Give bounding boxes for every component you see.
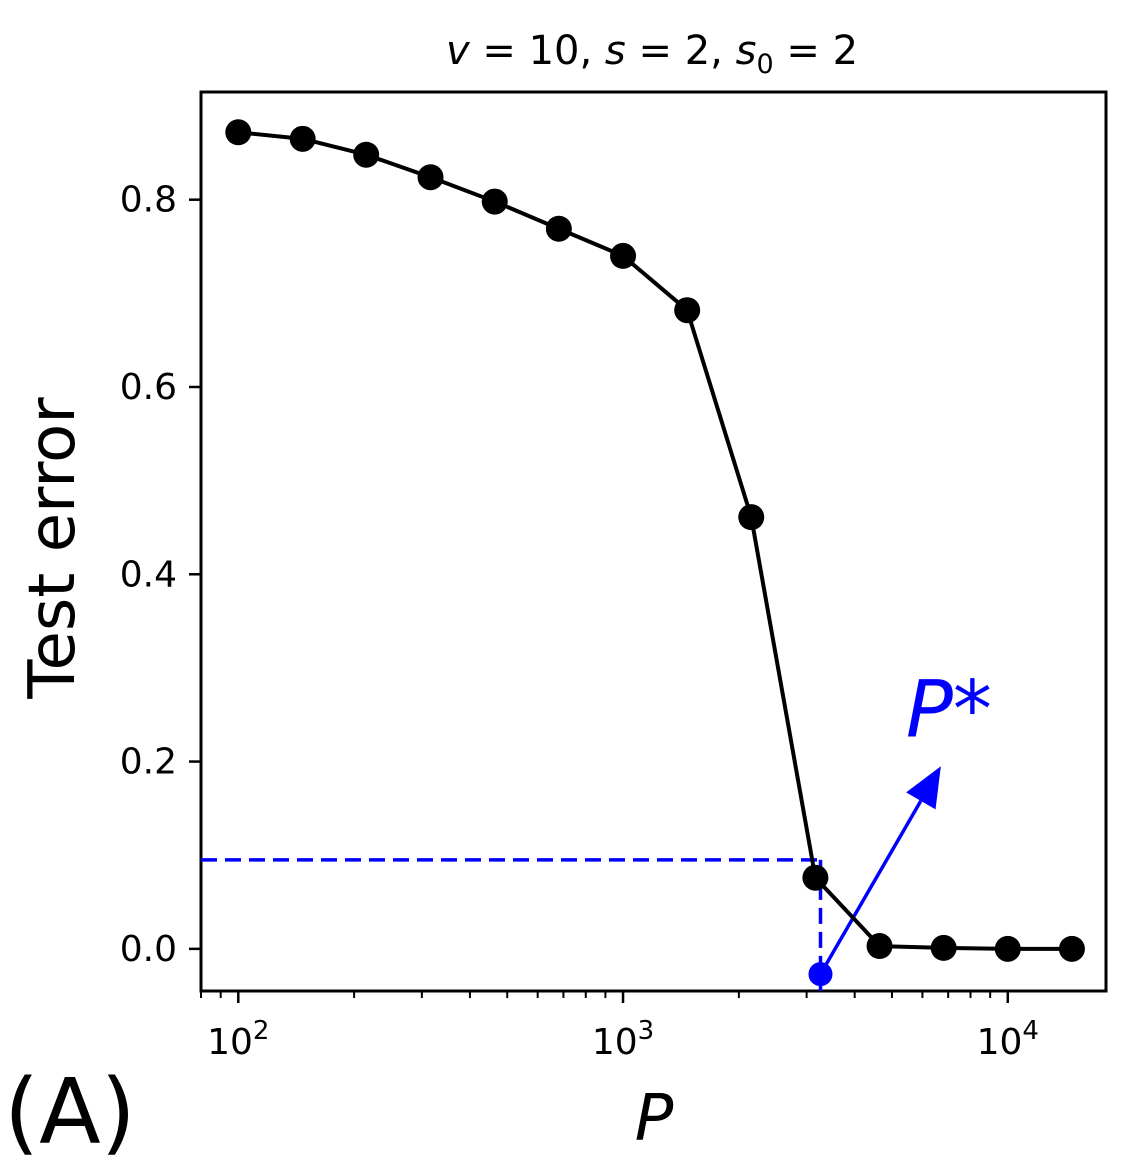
x-tick-label: 102 <box>207 1016 269 1063</box>
y-tick-label: 0.2 <box>120 742 177 783</box>
data-point <box>545 215 572 242</box>
data-point <box>417 164 444 191</box>
data-point <box>802 864 829 891</box>
data-point <box>994 935 1021 962</box>
data-point <box>289 125 316 152</box>
y-tick-label: 0.8 <box>120 180 177 221</box>
y-tick-label: 0.0 <box>120 929 177 970</box>
data-point <box>353 141 380 168</box>
plot-area: P* <box>199 90 1108 993</box>
x-axis-ticks: 102 103 104 <box>200 991 1039 1063</box>
y-tick-label: 0.4 <box>120 554 177 595</box>
plot-frame <box>199 90 1108 993</box>
series-layer <box>238 130 1072 951</box>
data-point <box>481 188 508 215</box>
data-point <box>674 297 701 324</box>
y-tick-label: 0.6 <box>120 367 177 408</box>
x-axis-label: P <box>635 1082 674 1156</box>
x-tick-label: 104 <box>977 1016 1039 1063</box>
x-tick-label: 103 <box>592 1016 654 1063</box>
data-point <box>930 934 957 961</box>
data-point <box>610 242 637 269</box>
marker-layer <box>225 119 1085 962</box>
panel-label: (A) <box>4 1060 136 1165</box>
chart-title: v = 10, s = 2, s0 = 2 <box>446 28 858 80</box>
y-axis-ticks: 0.0 0.2 0.4 0.6 0.8 <box>120 180 201 970</box>
data-point <box>1058 935 1085 962</box>
test-error-line <box>238 130 1072 951</box>
p-star-arrow <box>818 799 923 976</box>
y-axis-label: Test error <box>16 397 90 700</box>
p-star-annotation: P* <box>201 665 992 991</box>
data-point <box>738 504 765 531</box>
p-star-label: P* <box>906 665 992 755</box>
arrow-head <box>906 766 941 810</box>
data-point <box>866 933 893 960</box>
data-point <box>225 119 252 146</box>
